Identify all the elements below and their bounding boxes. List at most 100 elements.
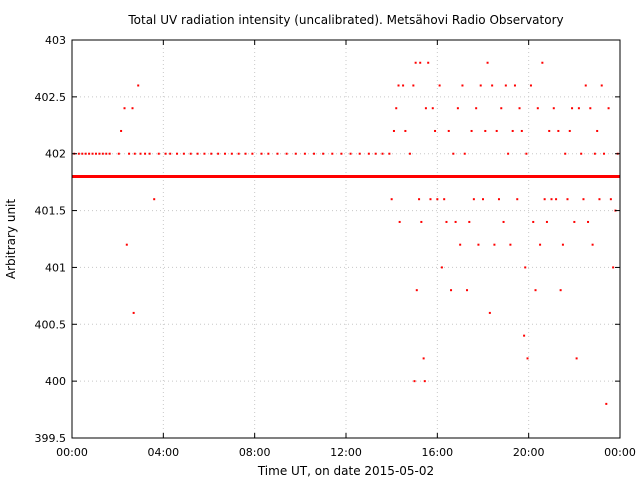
data-point	[91, 152, 94, 155]
data-point	[575, 357, 578, 360]
data-point	[495, 129, 498, 132]
data-point	[580, 152, 583, 155]
data-point	[131, 107, 134, 110]
data-point	[555, 198, 558, 201]
data-point	[84, 152, 87, 155]
data-point	[408, 152, 411, 155]
data-point	[511, 129, 514, 132]
data-point	[447, 129, 450, 132]
data-point	[475, 107, 478, 110]
data-point	[427, 61, 430, 64]
data-point	[479, 84, 482, 87]
y-tick-label: 400	[45, 375, 66, 388]
data-point	[450, 289, 453, 292]
data-point	[612, 266, 615, 269]
data-point	[564, 152, 567, 155]
data-point	[525, 152, 528, 155]
data-point	[605, 402, 608, 405]
data-point	[482, 198, 484, 201]
data-point	[419, 61, 422, 64]
data-point	[414, 61, 417, 64]
data-point	[548, 129, 551, 132]
y-tick-label: 402	[45, 148, 66, 161]
data-point	[543, 198, 546, 201]
x-tick-label: 20:00	[513, 446, 545, 459]
data-point	[443, 198, 446, 201]
data-point	[81, 152, 84, 155]
data-point	[367, 152, 370, 155]
y-tick-label: 402.5	[35, 91, 67, 104]
data-point	[303, 152, 306, 155]
data-point	[148, 152, 151, 155]
data-point	[545, 220, 548, 223]
data-point	[493, 243, 496, 246]
data-point	[459, 243, 462, 246]
x-tick-label: 00:00	[604, 446, 636, 459]
data-point	[132, 311, 135, 314]
data-point	[374, 152, 377, 155]
data-point	[486, 61, 489, 64]
data-point	[438, 84, 441, 87]
data-point	[164, 152, 167, 155]
data-point	[189, 152, 192, 155]
data-point	[461, 84, 464, 87]
data-point	[203, 152, 206, 155]
data-point	[524, 266, 527, 269]
data-point	[267, 152, 270, 155]
y-tick-label: 400.5	[35, 318, 67, 331]
data-point	[440, 266, 443, 269]
data-point	[589, 107, 592, 110]
y-tick-label: 399.5	[35, 432, 67, 445]
data-point	[504, 84, 507, 87]
data-point	[603, 152, 606, 155]
x-tick-label: 08:00	[239, 446, 271, 459]
y-tick-label: 401.5	[35, 205, 67, 218]
tick-layer: 00:00 04:00 08:00 12:00 16:00 20:00 00:00399.5…	[35, 34, 636, 459]
data-point	[133, 152, 136, 155]
data-point	[94, 152, 97, 155]
data-point	[105, 152, 108, 155]
data-point	[415, 289, 418, 292]
data-point	[196, 152, 199, 155]
data-point	[125, 243, 128, 246]
data-point	[520, 129, 523, 132]
data-point	[587, 220, 590, 223]
data-point	[526, 357, 529, 360]
data-point	[276, 152, 279, 155]
data-point	[420, 220, 423, 223]
data-point	[157, 152, 160, 155]
data-point	[424, 107, 427, 110]
data-point	[434, 129, 437, 132]
data-point	[466, 289, 469, 292]
data-point	[340, 152, 343, 155]
data-point	[596, 129, 599, 132]
data-point	[388, 152, 391, 155]
data-point	[182, 152, 185, 155]
data-point	[523, 334, 526, 337]
data-point	[454, 220, 457, 223]
data-point	[539, 243, 542, 246]
data-point	[497, 198, 500, 201]
data-point	[600, 84, 603, 87]
data-point	[516, 198, 519, 201]
data-point	[392, 129, 395, 132]
data-point	[176, 152, 179, 155]
data-point	[593, 152, 596, 155]
data-point	[470, 129, 473, 132]
data-point	[463, 152, 466, 155]
data-point	[395, 107, 398, 110]
data-point	[571, 107, 574, 110]
data-point	[251, 152, 254, 155]
data-point	[431, 107, 434, 110]
data-point	[598, 198, 601, 201]
data-point	[541, 61, 544, 64]
data-point	[445, 220, 448, 223]
data-point	[358, 152, 361, 155]
data-point	[607, 107, 610, 110]
data-point	[412, 84, 415, 87]
data-point	[534, 289, 537, 292]
data-point	[117, 152, 120, 155]
data-point	[98, 152, 101, 155]
data-point	[559, 289, 562, 292]
